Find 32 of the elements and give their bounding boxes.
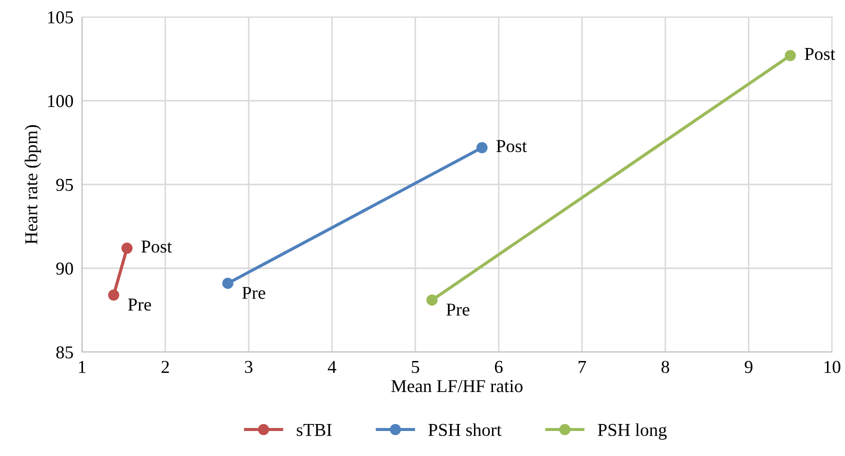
point <box>121 242 133 254</box>
legend-label: PSH short <box>428 423 502 436</box>
annotation: Post <box>496 140 527 152</box>
y-axis-title: Heart rate (bpm) <box>24 125 42 244</box>
point <box>108 289 120 301</box>
point <box>222 278 234 289</box>
y-tick-label: 85 <box>56 346 73 358</box>
annotation: Pre <box>446 304 470 316</box>
y-tick-label: 95 <box>56 178 73 191</box>
y-tick-label: 100 <box>48 95 73 108</box>
x-tick-label: 8 <box>662 360 670 374</box>
point <box>426 294 438 306</box>
x-tick-label: 2 <box>162 360 169 373</box>
annotation: Post <box>804 48 836 60</box>
annotation: Pre <box>242 286 266 299</box>
legend-label: sTBI <box>296 424 332 436</box>
y-tick-label: 90 <box>56 262 73 275</box>
point <box>476 142 488 154</box>
x-axis-title: Mean LF/HF ratio <box>391 380 523 392</box>
x-tick-label: 6 <box>494 360 503 374</box>
x-tick-label: 7 <box>578 361 586 373</box>
annotation: Pre <box>128 298 151 311</box>
point <box>784 50 796 62</box>
x-tick-label: 9 <box>744 360 752 374</box>
y-tick-label: 105 <box>48 11 73 24</box>
x-tick-label: 3 <box>245 360 252 374</box>
legend-label: PSH long <box>598 423 667 440</box>
annotation: Post <box>141 240 172 253</box>
x-tick-label: 10 <box>824 360 840 374</box>
x-tick-label: 1 <box>79 360 86 373</box>
x-tick-label: 5 <box>412 361 420 374</box>
x-tick-label: 4 <box>328 360 336 373</box>
